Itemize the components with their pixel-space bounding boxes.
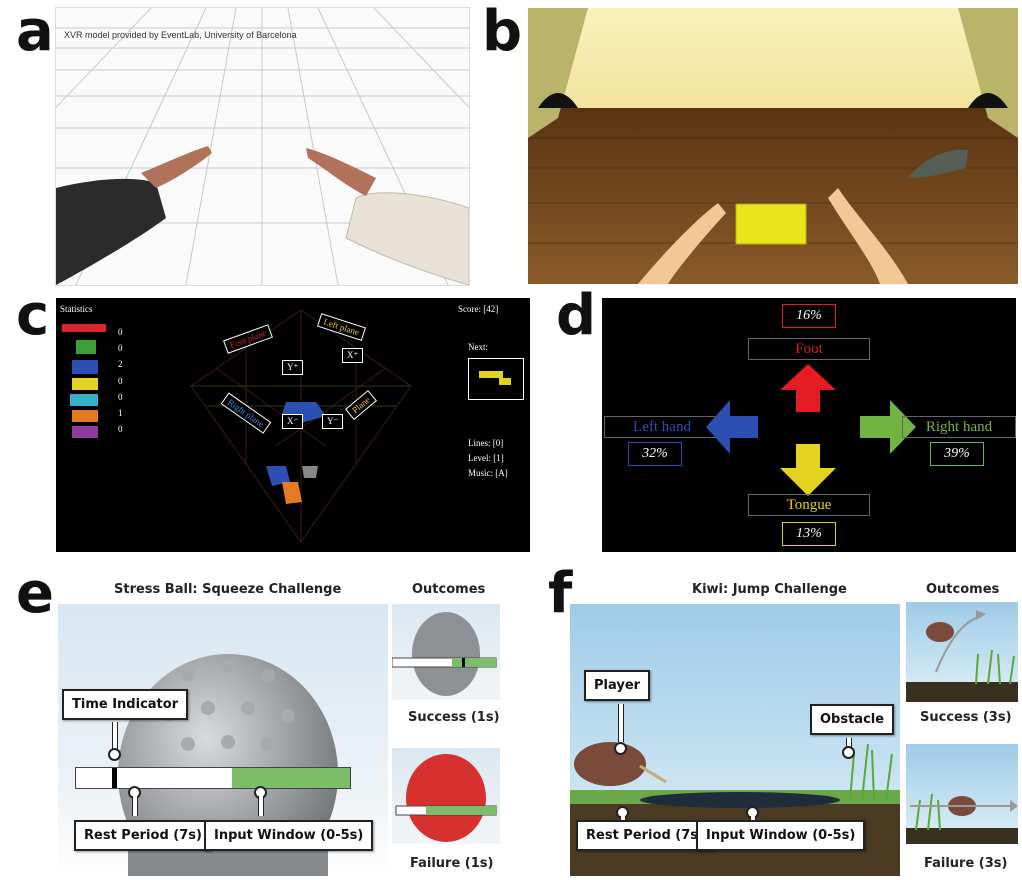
- kiwi-title: Kiwi: Jump Challenge: [692, 582, 847, 597]
- next-piece-preview: [479, 371, 511, 385]
- panel-a-vr-scene: XVR model provided by EventLab, Universi…: [55, 7, 470, 286]
- panel-letter-d: d: [556, 283, 597, 348]
- model-credit-text: XVR model provided by EventLab, Universi…: [64, 30, 297, 40]
- failure-caption-e: Failure (1s): [410, 856, 494, 871]
- statistics-counts: 0 0 2 0 0 1 0: [118, 324, 123, 437]
- stress-ball-title: Stress Ball: Squeeze Challenge: [114, 582, 342, 597]
- score-text: Score: [42]: [458, 304, 499, 314]
- success-caption-e: Success (1s): [408, 710, 500, 725]
- tongue-label: Tongue: [748, 494, 870, 516]
- failure-ball-illustration: [395, 754, 497, 842]
- outcomes-title-e: Outcomes: [412, 582, 486, 597]
- rest-period-callout-f: Rest Period (7s): [576, 820, 714, 851]
- panel-letter-c: c: [16, 283, 50, 348]
- stat-count: 0: [118, 424, 123, 435]
- rest-period-stem-f: [620, 816, 626, 820]
- right-hand-label: Right hand: [902, 416, 1016, 438]
- foot-label: Foot: [748, 338, 870, 360]
- axis-y-minus: Y⁻: [322, 414, 344, 429]
- tetromino-pieces: [62, 324, 106, 438]
- tongue-arrow-icon: [780, 444, 836, 496]
- obstacle-dot: [842, 746, 855, 759]
- failure-outcome-image-e: [392, 748, 500, 844]
- rest-period-stem: [132, 796, 138, 816]
- panel-letter-b: b: [482, 0, 523, 64]
- room-floor-illustration: [528, 8, 1018, 284]
- panel-letter-f: f: [548, 561, 573, 626]
- axis-y-plus: Y⁺: [282, 360, 304, 375]
- game-info: Lines: [0] Level: [1] Music: [A]: [468, 436, 508, 481]
- player-callout: Player: [584, 670, 651, 701]
- failure-outcome-image-f: [906, 744, 1018, 844]
- success-caption-f: Success (3s): [920, 710, 1012, 725]
- axis-x-plus: X⁺: [342, 348, 364, 363]
- input-window-segment: [232, 768, 350, 788]
- input-window-stem: [258, 796, 264, 816]
- lines-text: Lines: [0]: [468, 438, 504, 448]
- kiwi-jump-success-illustration: [906, 610, 1018, 702]
- panel-c-tetris-game: Statistics 0 0 2 0 0 1 0 Foot plane Left…: [56, 298, 530, 552]
- success-outcome-image-f: [906, 602, 1018, 702]
- panel-b-vr-room: [528, 8, 1018, 284]
- level-text: Level: [1]: [468, 453, 504, 463]
- time-indicator-marker: [112, 768, 117, 788]
- tongue-percentage: 13%: [782, 522, 836, 546]
- stat-count: 0: [118, 375, 123, 386]
- music-text: Music: [A]: [468, 468, 508, 478]
- time-indicator-stem: [112, 722, 118, 752]
- stress-ball-timeline-bar: [75, 767, 351, 789]
- player-stem: [618, 704, 624, 742]
- stat-count: 2: [118, 359, 123, 370]
- left-hand-label: Left hand: [604, 416, 720, 438]
- obstacle-callout: Obstacle: [810, 704, 895, 735]
- axis-x-minus: X⁻: [282, 414, 304, 429]
- success-outcome-image-e: [392, 604, 500, 700]
- input-window-callout-f: Input Window (0-5s): [696, 820, 866, 851]
- rest-period-callout-e: Rest Period (7s): [74, 820, 212, 851]
- input-window-callout-e: Input Window (0-5s): [204, 820, 374, 851]
- success-ball-illustration: [392, 612, 497, 696]
- stat-count: 0: [118, 343, 123, 354]
- next-label: Next:: [468, 342, 488, 352]
- obstacle-stem: [846, 738, 852, 748]
- next-piece-box: [468, 358, 524, 400]
- panel-d-direction-arrows: 16% Foot Left hand 32% Right hand 39% To…: [602, 298, 1016, 552]
- failure-caption-f: Failure (3s): [924, 856, 1008, 871]
- panel-letter-a: a: [16, 0, 54, 64]
- stat-count: 1: [118, 408, 123, 419]
- stat-count: 0: [118, 327, 123, 337]
- right-hand-percentage: 39%: [930, 442, 984, 466]
- panel-letter-e: e: [16, 561, 54, 626]
- foot-percentage: 16%: [782, 304, 836, 328]
- foot-arrow-icon: [780, 364, 836, 412]
- stat-count: 0: [118, 391, 123, 402]
- right-hand-arrow-icon: [860, 400, 916, 454]
- time-indicator-dot: [108, 748, 121, 761]
- time-indicator-callout: Time Indicator: [62, 689, 189, 720]
- outcomes-title-f: Outcomes: [926, 582, 1000, 597]
- left-hand-percentage: 32%: [628, 442, 682, 466]
- input-window-stem-f: [750, 816, 756, 820]
- kiwi-jump-failure-illustration: [906, 793, 1018, 844]
- left-hand-arrow-icon: [706, 400, 758, 454]
- statistics-title: Statistics: [60, 304, 93, 314]
- player-dot: [614, 742, 627, 755]
- grid-floor-illustration: [56, 8, 469, 285]
